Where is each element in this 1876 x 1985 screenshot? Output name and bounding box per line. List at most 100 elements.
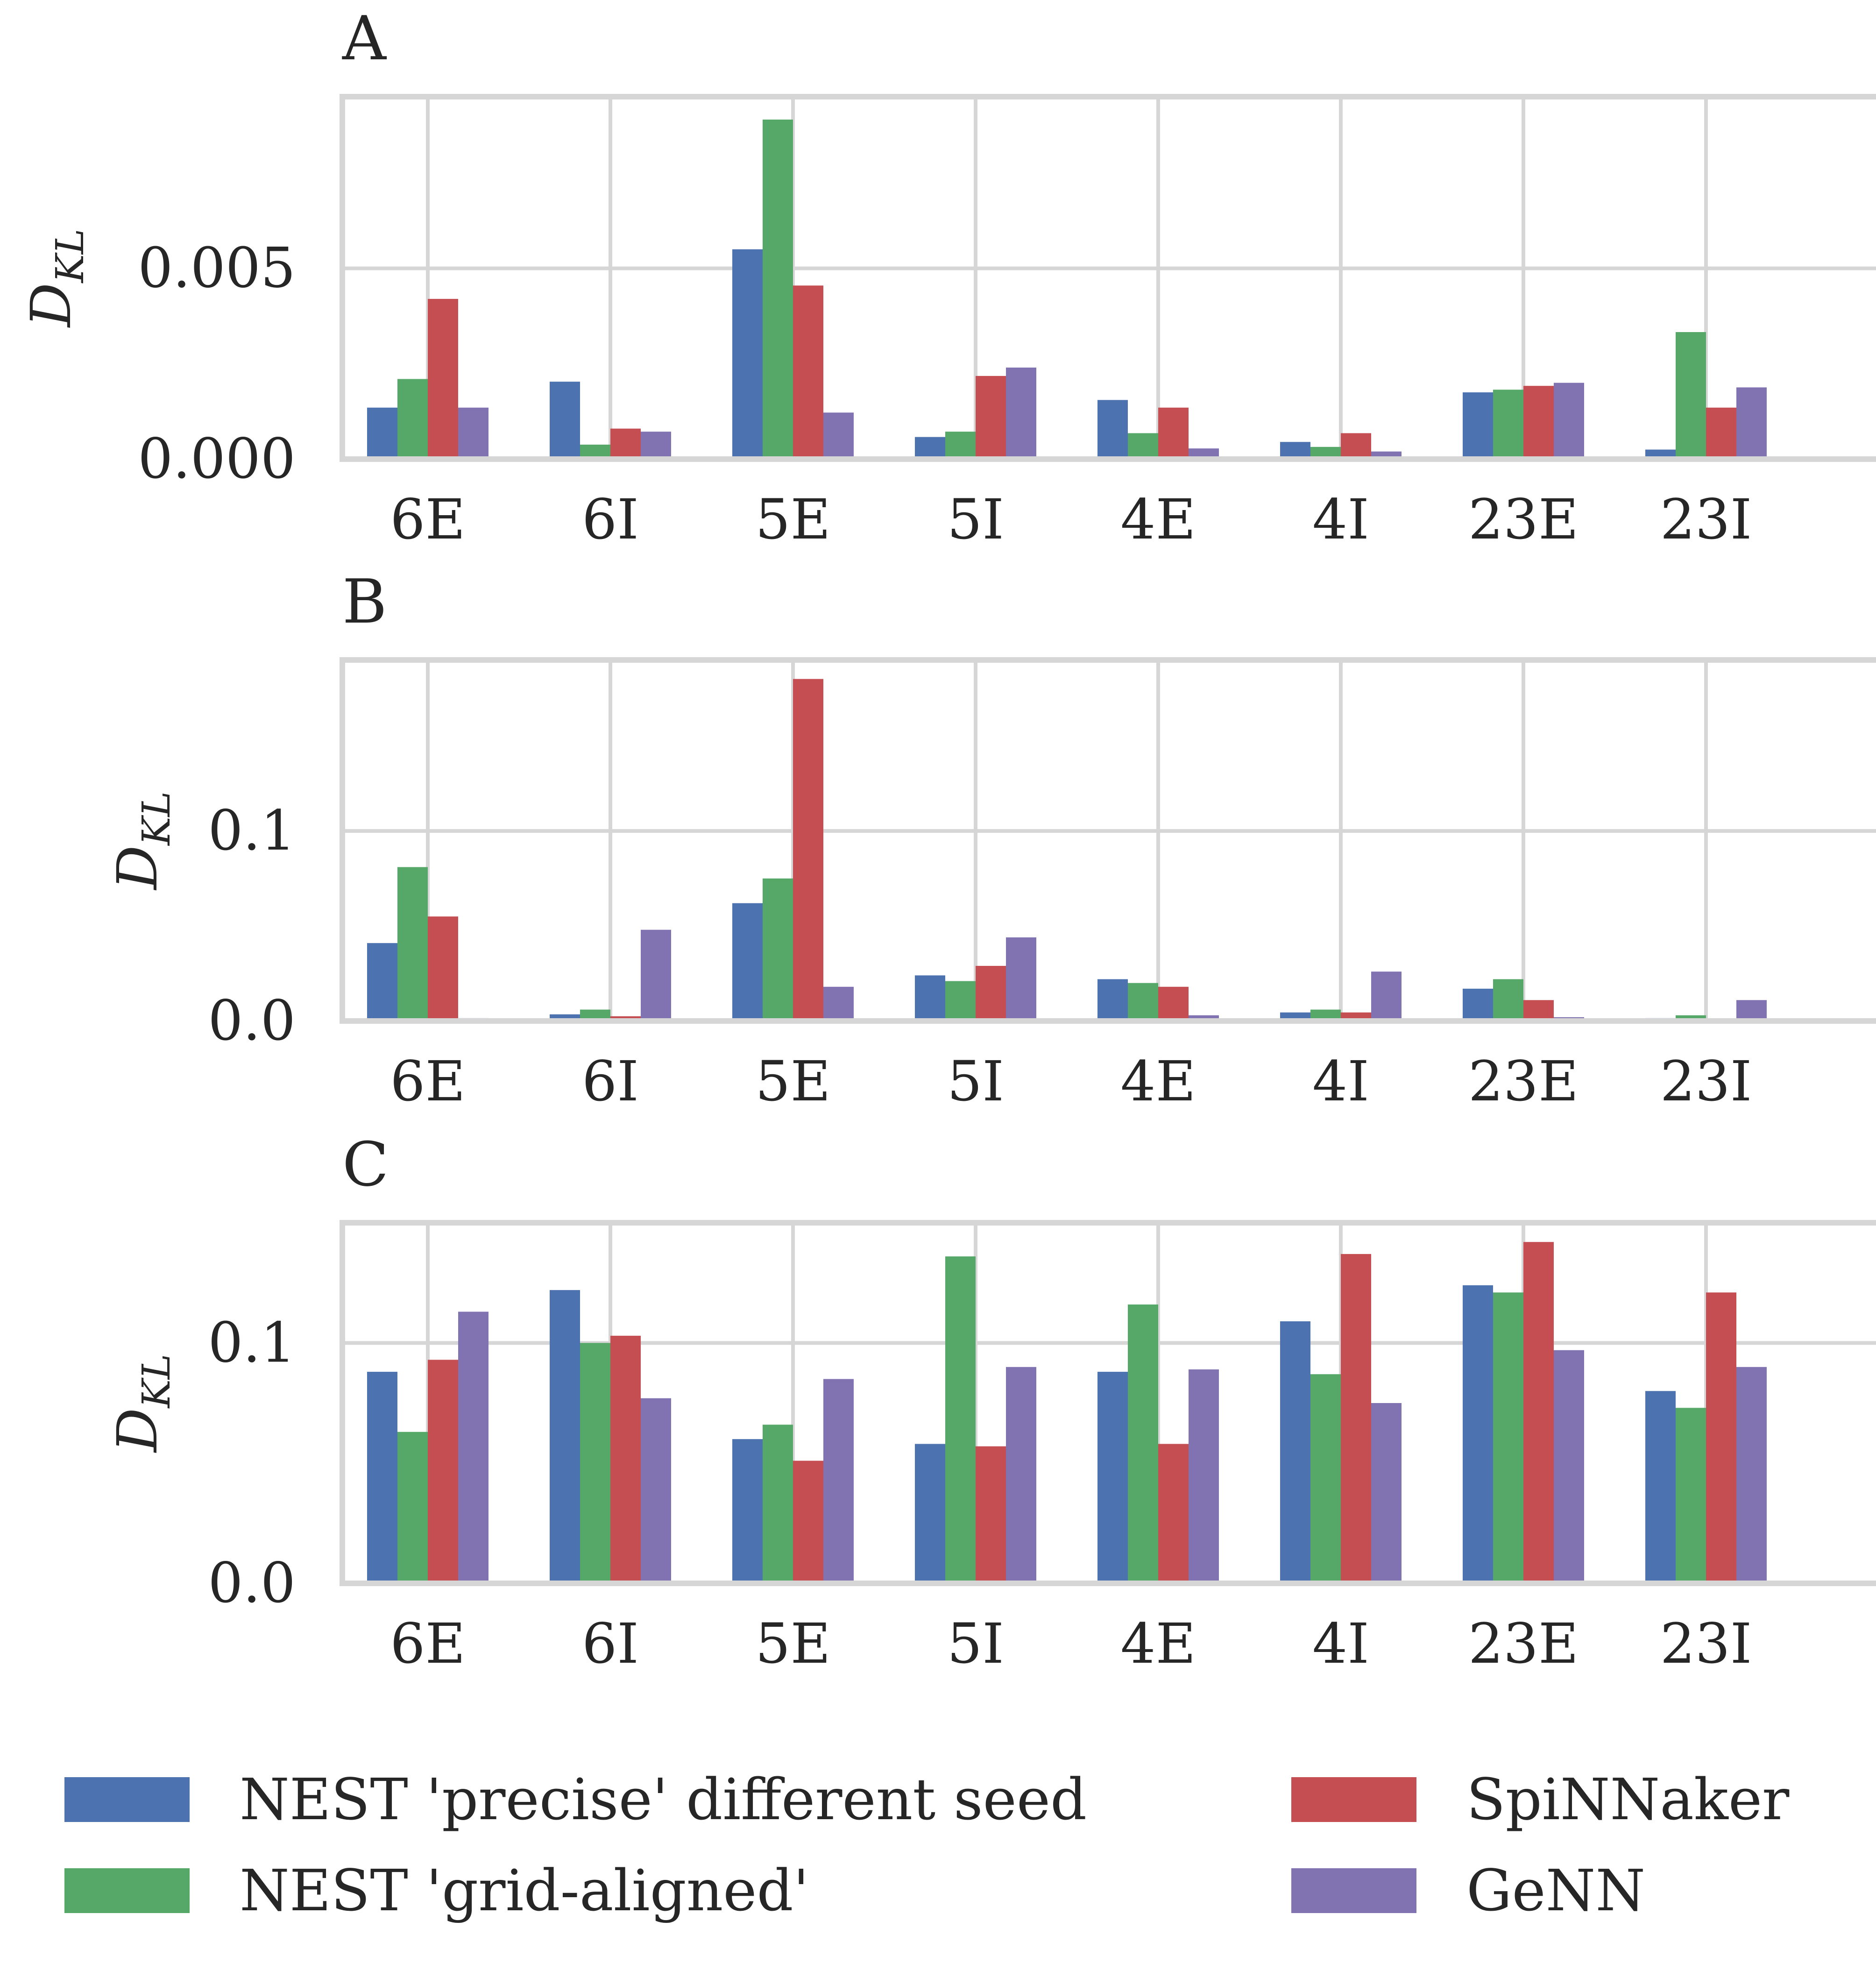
- x-tick-label: 5I: [947, 1049, 1004, 1113]
- bar-A-23I-2: [1706, 407, 1736, 459]
- y-axis-label-subscript: KL: [135, 791, 179, 846]
- bar-C-5I-3: [1006, 1367, 1036, 1583]
- bar-C-4I-3: [1371, 1403, 1402, 1583]
- bar-A-23E-1: [1493, 390, 1523, 459]
- bar-A-4E-2: [1158, 407, 1189, 459]
- x-tick-label: 23E: [1468, 1611, 1579, 1676]
- bar-B-5E-3: [823, 986, 854, 1021]
- bar-B-4E-1: [1128, 983, 1158, 1021]
- bar-B-6E-1: [397, 867, 428, 1021]
- bar-A-23I-1: [1676, 332, 1706, 459]
- bar-C-23I-0: [1645, 1391, 1676, 1583]
- x-tick-label: 23E: [1468, 1049, 1579, 1113]
- bar-C-4I-2: [1341, 1254, 1371, 1583]
- x-tick-label: 5I: [947, 487, 1004, 552]
- x-tick-label: 6I: [582, 1611, 639, 1676]
- bar-C-23E-3: [1554, 1350, 1584, 1583]
- bar-A-4I-0: [1280, 442, 1310, 459]
- bar-A-5E-3: [823, 412, 854, 459]
- legend-swatch: [64, 1868, 190, 1913]
- bar-B-4E-2: [1158, 986, 1189, 1021]
- bar-B-23E-1: [1493, 979, 1523, 1021]
- chart-panel-C: 0.0 0.1 6E 6I 5E 5I 4E 4I 23E 23I C DKL: [105, 1129, 1876, 1676]
- bar-C-23E-2: [1523, 1242, 1554, 1583]
- bar-B-5E-1: [763, 878, 793, 1021]
- chart-panel-A: 0.000 0.005 6E 6I 5E 5I 4E 4I 23E 23I A DKL: [19, 3, 1876, 552]
- y-axis-label-main: D: [19, 283, 83, 328]
- bar-A-6E-1: [397, 379, 428, 459]
- bar-C-5I-1: [945, 1256, 976, 1583]
- bar-B-5E-2: [793, 679, 823, 1021]
- bar-C-6E-3: [458, 1312, 488, 1583]
- y-tick-label: 0.1: [208, 798, 296, 863]
- y-axis-label-main: D: [105, 1408, 170, 1453]
- bar-C-4I-1: [1310, 1374, 1341, 1583]
- bar-B-6I-3: [641, 929, 671, 1021]
- bar-C-4E-3: [1189, 1369, 1219, 1583]
- x-tick-label: 23I: [1660, 1611, 1752, 1676]
- bar-B-23E-0: [1463, 988, 1493, 1021]
- bar-A-6I-2: [610, 428, 641, 459]
- bar-A-5I-2: [976, 376, 1006, 459]
- bar-C-23I-3: [1736, 1367, 1767, 1583]
- bar-A-5I-1: [945, 432, 976, 459]
- x-tick-label: 23I: [1660, 1049, 1752, 1113]
- bar-C-6I-2: [610, 1335, 641, 1583]
- bar-C-6I-0: [550, 1290, 580, 1583]
- bar-C-6I-1: [580, 1343, 610, 1583]
- bar-A-5E-0: [732, 249, 763, 459]
- legend-item: SpiNNaker: [1291, 1766, 1790, 1833]
- legend-label: NEST 'precise' different seed: [240, 1766, 1087, 1833]
- bar-B-23E-2: [1523, 1000, 1554, 1021]
- bar-C-5E-0: [732, 1439, 763, 1583]
- x-tick-label: 4E: [1120, 1049, 1196, 1113]
- bar-A-5E-2: [793, 285, 823, 459]
- bar-A-5I-0: [915, 437, 945, 459]
- bar-C-4E-0: [1097, 1372, 1128, 1583]
- bar-C-6E-0: [367, 1372, 397, 1583]
- bar-C-5E-2: [793, 1460, 823, 1583]
- bar-A-4E-0: [1097, 400, 1128, 459]
- y-tick-label: 0.000: [138, 426, 296, 491]
- y-axis-label: DKL: [19, 229, 92, 328]
- bar-B-5I-1: [945, 981, 976, 1021]
- bar-C-23E-0: [1463, 1285, 1493, 1583]
- legend-label: GeNN: [1466, 1857, 1645, 1924]
- bar-B-5E-0: [732, 903, 763, 1021]
- bar-B-6E-0: [367, 943, 397, 1021]
- bar-A-5I-3: [1006, 367, 1036, 459]
- y-tick-label: 0.0: [208, 1551, 296, 1615]
- bar-C-5I-0: [915, 1444, 945, 1583]
- x-tick-label: 6E: [390, 487, 465, 552]
- bar-C-4I-0: [1280, 1321, 1310, 1583]
- x-tick-label: 5E: [755, 1049, 830, 1113]
- x-tick-label: 4E: [1120, 1611, 1196, 1676]
- bar-B-4E-0: [1097, 979, 1128, 1021]
- panel-label: B: [342, 566, 387, 637]
- x-tick-label: 4E: [1120, 487, 1196, 552]
- legend: NEST 'precise' different seed NEST 'grid-…: [64, 1766, 1790, 1924]
- x-tick-label: 23E: [1468, 487, 1579, 552]
- x-tick-label: 5E: [755, 1611, 830, 1676]
- bar-C-5E-1: [763, 1425, 793, 1583]
- legend-label: NEST 'grid-aligned': [240, 1857, 809, 1924]
- y-axis-label-main: D: [105, 845, 170, 891]
- bar-A-23E-2: [1523, 386, 1554, 459]
- x-tick-label: 6E: [390, 1049, 465, 1113]
- legend-item: GeNN: [1291, 1857, 1645, 1924]
- bar-A-6I-3: [641, 432, 671, 459]
- bar-A-5E-1: [763, 120, 793, 460]
- x-tick-label: 4I: [1312, 1611, 1369, 1676]
- panel-label: C: [342, 1129, 389, 1200]
- bar-A-6E-2: [428, 298, 458, 459]
- legend-item: NEST 'grid-aligned': [64, 1857, 809, 1924]
- bar-C-4E-2: [1158, 1444, 1189, 1583]
- bar-A-23I-3: [1736, 387, 1767, 459]
- bar-C-6I-3: [641, 1398, 671, 1583]
- x-tick-label: 6I: [582, 487, 639, 552]
- bar-A-23E-3: [1554, 383, 1584, 459]
- y-axis-label-subscript: KL: [135, 1354, 179, 1409]
- x-tick-label: 5E: [755, 487, 830, 552]
